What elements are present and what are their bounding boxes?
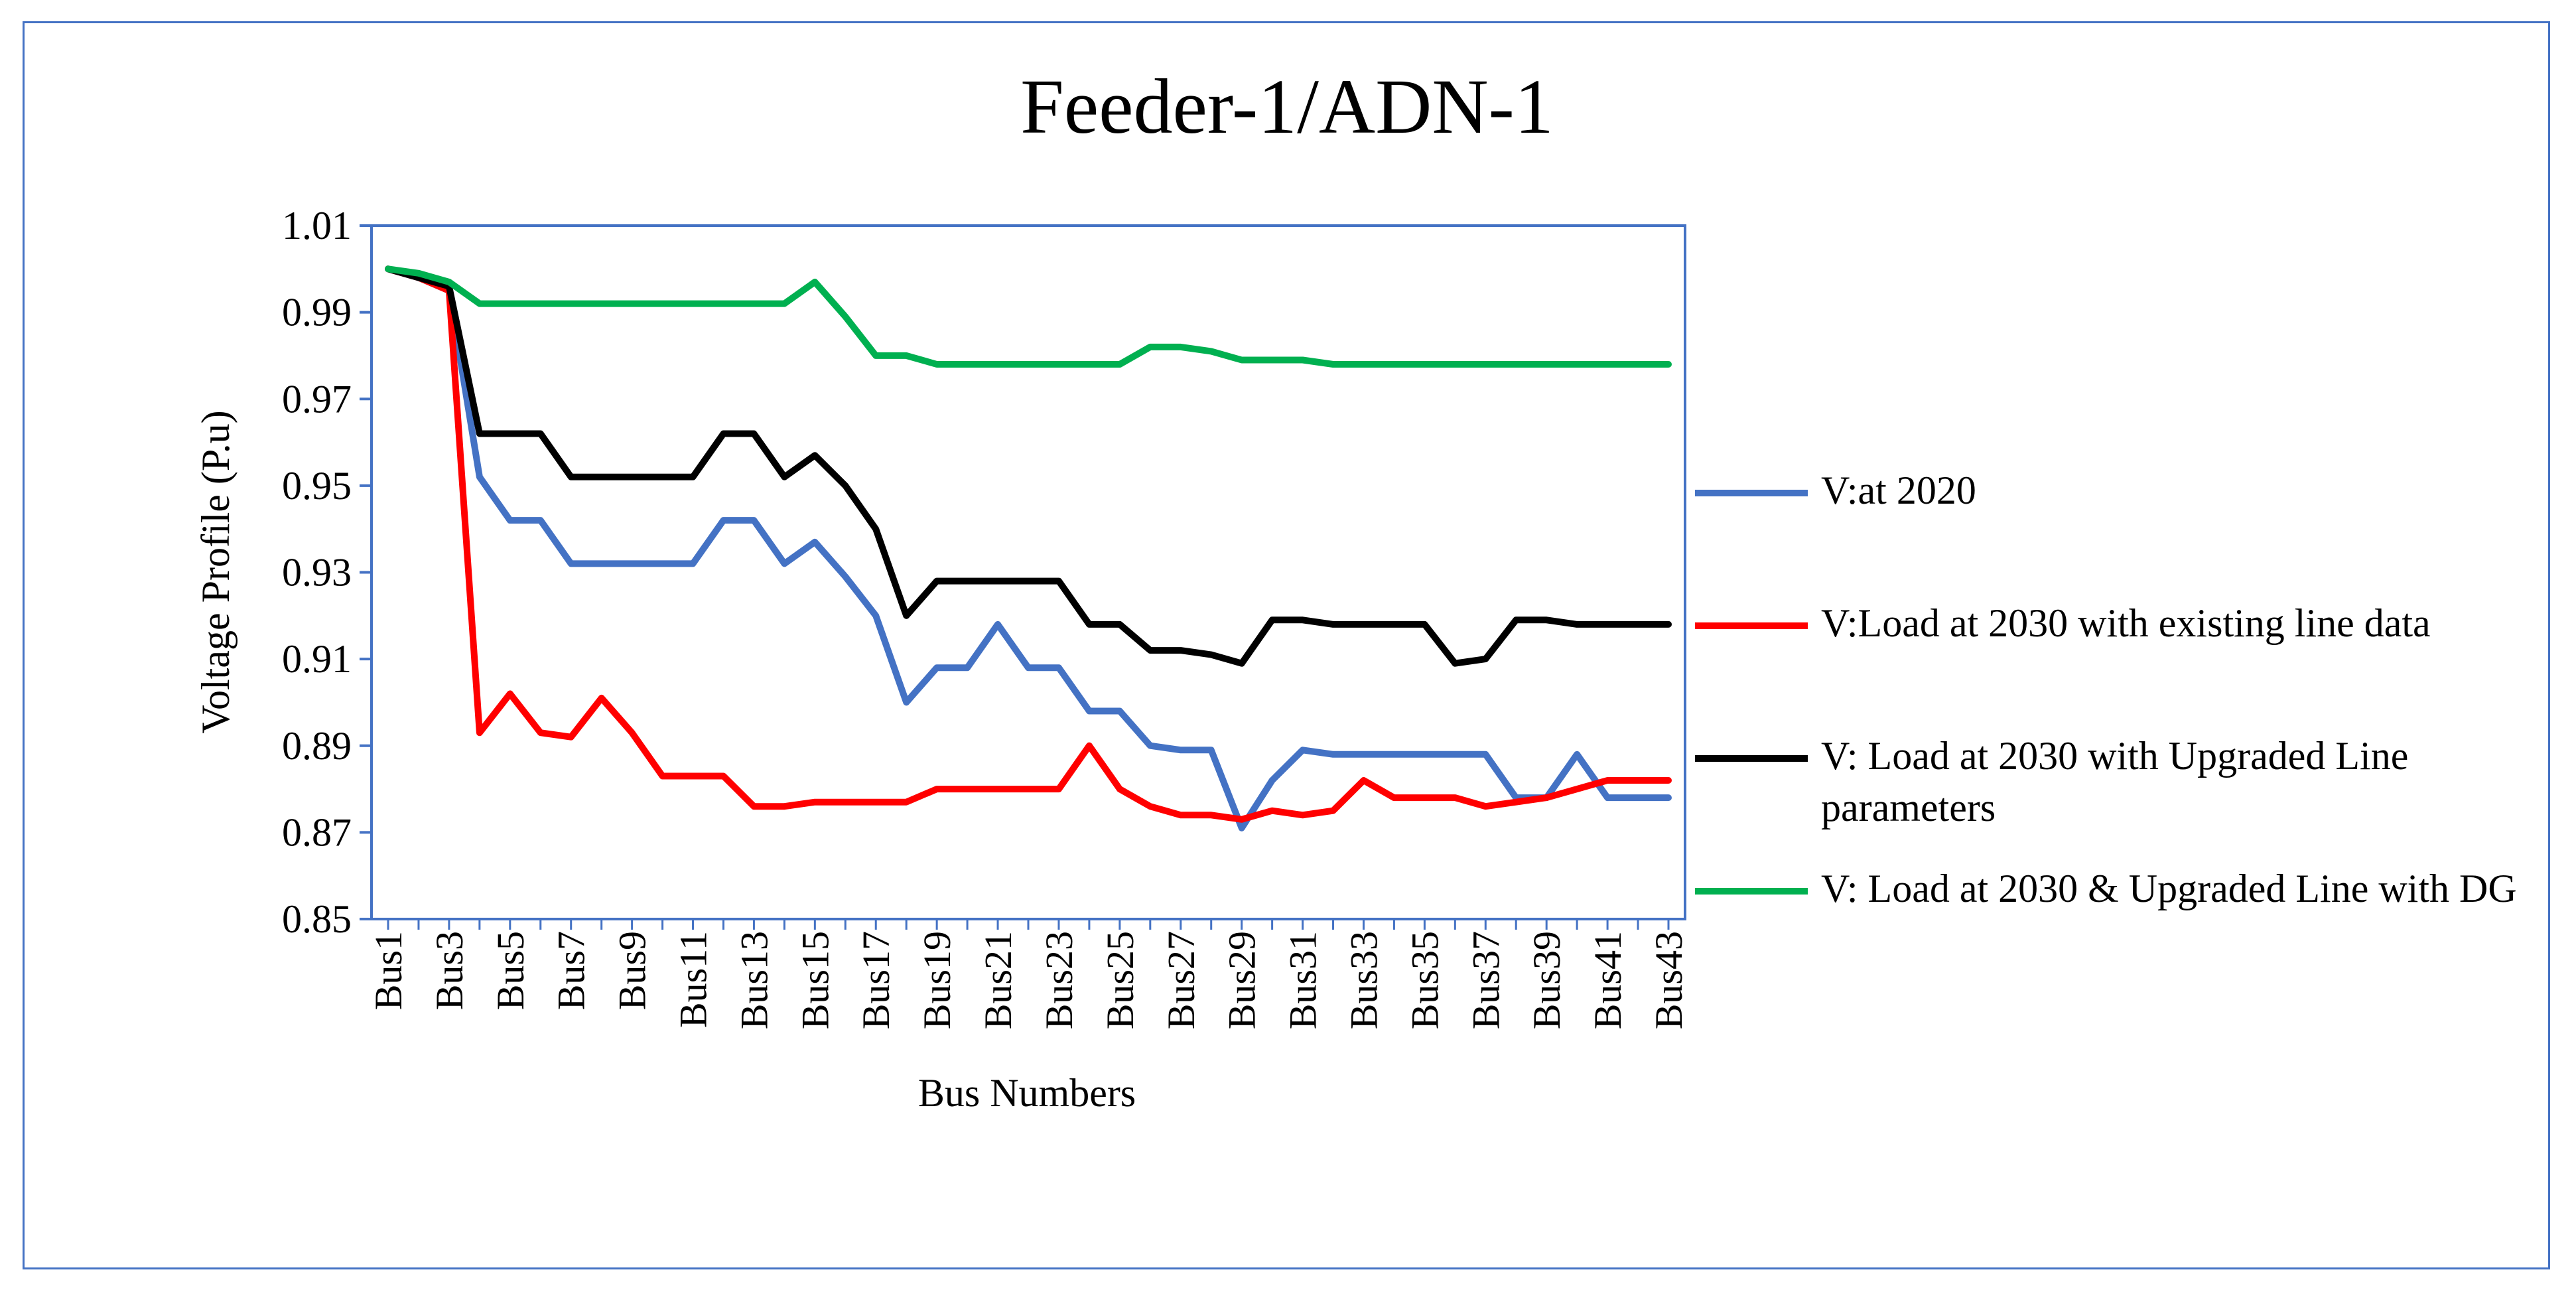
legend-item-v-2030-existing: V:Load at 2030 with existing line data (1695, 597, 2518, 649)
legend-swatch-red (1695, 622, 1808, 629)
x-tick-label: Bus3 (428, 931, 471, 1010)
x-tick-label: Bus11 (672, 931, 715, 1028)
y-tick-label: 1.01 (282, 204, 352, 248)
legend-item-v-2020: V:at 2020 (1695, 465, 2518, 516)
legend-label: V:Load at 2030 with existing line data (1821, 601, 2431, 645)
x-tick-label: Bus39 (1525, 931, 1568, 1029)
y-tick-label: 0.85 (282, 897, 352, 941)
x-tick-label: Bus9 (611, 931, 654, 1010)
series-line-0 (385, 265, 1672, 831)
legend-swatch-black (1695, 755, 1808, 762)
series-line-2 (385, 265, 1672, 667)
x-tick-label: Bus25 (1099, 931, 1142, 1029)
legend-label: V: Load at 2030 & Upgraded Line with DG (1821, 867, 2517, 910)
x-tick-label: Bus31 (1282, 931, 1325, 1029)
plot-area (370, 224, 1686, 920)
y-tick-label: 0.93 (282, 551, 352, 595)
x-tick-label: Bus41 (1586, 931, 1629, 1029)
y-tick-label: 0.99 (282, 291, 352, 334)
y-tick-label: 0.95 (282, 464, 352, 508)
x-axis-ticks: Bus1 Bus3 Bus5 Bus7 Bus9 Bus11 Bus13 Bus15 Bus17… (367, 919, 1690, 1029)
x-tick-label: Bus17 (854, 931, 898, 1029)
x-tick-label: Bus23 (1038, 931, 1081, 1029)
legend-label: V: Load at 2030 with Upgraded Line param… (1821, 734, 2409, 829)
legend-item-v-2030-upgraded: V: Load at 2030 with Upgraded Line param… (1695, 730, 2518, 833)
series-lines (385, 265, 1672, 831)
x-tick-label: Bus33 (1342, 931, 1385, 1029)
chart-frame (23, 21, 2550, 1269)
x-tick-label: Bus29 (1221, 931, 1264, 1029)
chart-title: Feeder-1/ADN-1 (1020, 63, 1554, 150)
x-axis-label: Bus Numbers (918, 1071, 1136, 1115)
x-tick-label: Bus7 (550, 931, 593, 1010)
x-tick-label: Bus35 (1403, 931, 1446, 1029)
x-tick-label: Bus37 (1464, 931, 1507, 1029)
y-tick-label: 0.89 (282, 724, 352, 768)
y-tick-label: 0.91 (282, 637, 352, 681)
y-tick-label: 0.97 (282, 377, 352, 421)
x-tick-label: Bus43 (1647, 931, 1690, 1029)
legend-swatch-blue (1695, 490, 1808, 496)
y-axis-ticks: 0.85 0.87 0.89 0.91 0.93 0.95 0.97 0.99 1.01 (282, 204, 372, 941)
series-line-1 (385, 265, 1672, 823)
x-tick-label: Bus19 (915, 931, 959, 1029)
x-tick-label: Bus15 (793, 931, 837, 1029)
x-tick-label: Bus21 (977, 931, 1020, 1029)
legend-swatch-green (1695, 888, 1808, 895)
legend-label: V:at 2020 (1821, 468, 1976, 512)
legend-item-v-2030-dg: V: Load at 2030 & Upgraded Line with DG (1695, 863, 2518, 914)
x-tick-label: Bus1 (367, 931, 410, 1010)
y-tick-label: 0.87 (282, 810, 352, 854)
x-tick-label: Bus5 (489, 931, 532, 1010)
x-tick-label: Bus13 (732, 931, 776, 1029)
series-line-3 (385, 265, 1672, 368)
y-axis-label: Voltage Profile (P.u) (194, 410, 237, 733)
x-tick-label: Bus27 (1160, 931, 1203, 1029)
